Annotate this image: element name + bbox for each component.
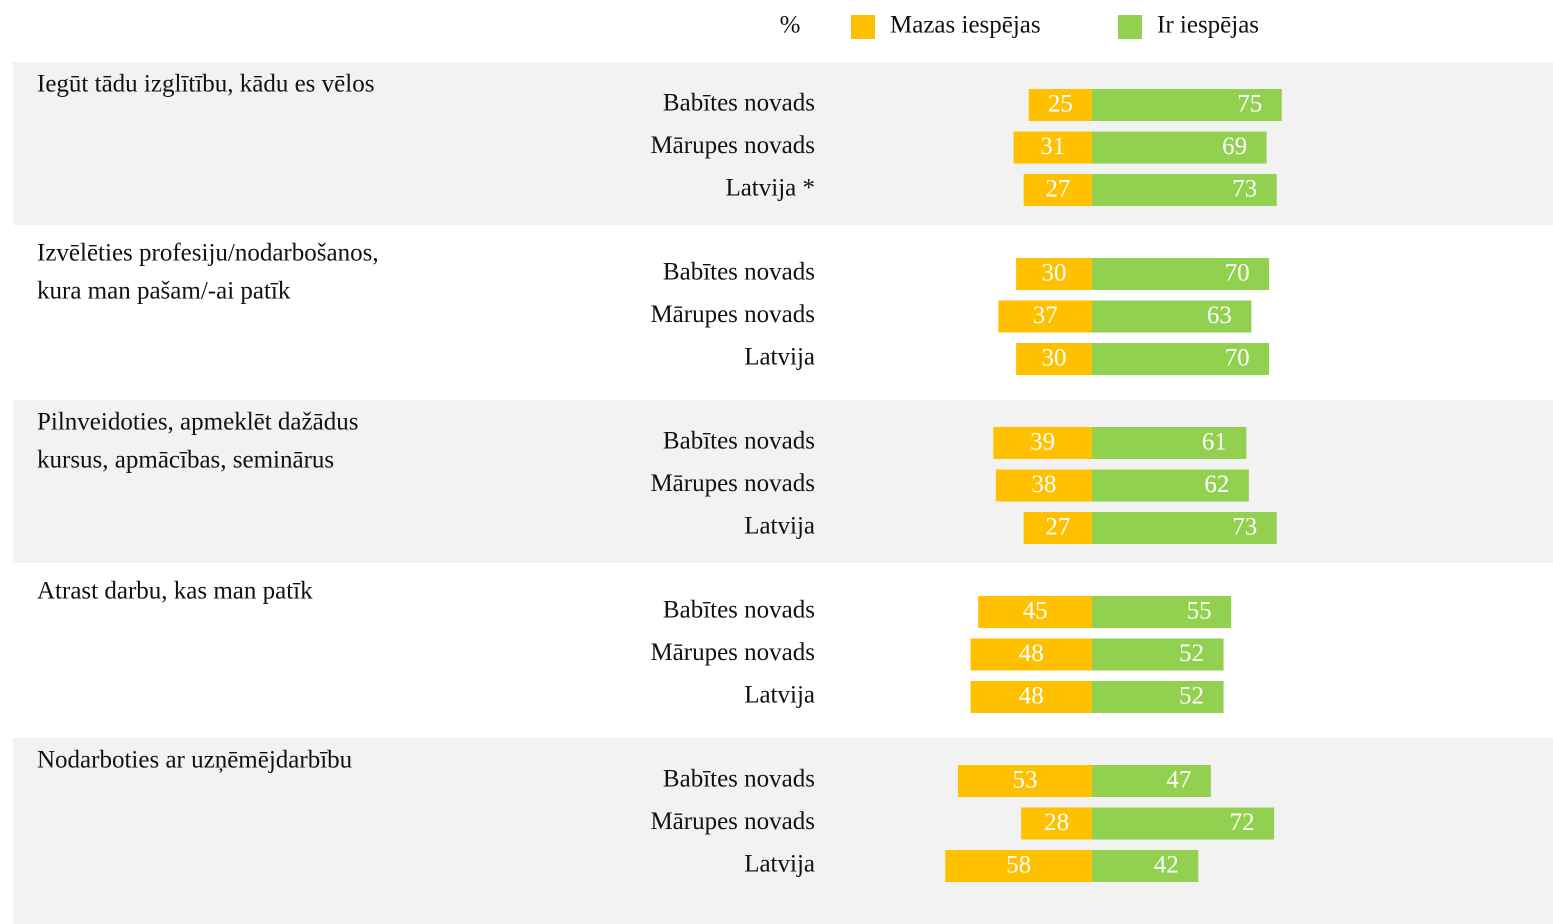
value-label: 53 <box>1012 767 1037 794</box>
bar-high <box>1092 638 1224 671</box>
bar-high <box>1092 300 1252 333</box>
group-title: Iegūt tādu izglītību, kādu es vēlos <box>37 71 374 98</box>
legend-swatch <box>851 15 875 39</box>
category-label: Babītes novads <box>663 766 815 793</box>
bar-high <box>1092 131 1267 164</box>
bar-low <box>978 596 1092 628</box>
bar-high <box>1092 807 1275 840</box>
value-label: 42 <box>1154 852 1179 879</box>
bar-high <box>1092 765 1211 797</box>
category-label: Latvija <box>744 682 815 709</box>
bar-low <box>1016 258 1092 290</box>
bar-low <box>957 765 1092 797</box>
bar-high <box>1092 174 1277 206</box>
value-label: 30 <box>1042 345 1067 372</box>
value-label: 48 <box>1019 640 1044 667</box>
value-label: 72 <box>1230 809 1255 836</box>
value-label: 28 <box>1044 809 1069 836</box>
bar-high <box>1092 469 1249 502</box>
bar-high <box>1092 850 1199 882</box>
bar-low <box>1021 807 1092 840</box>
category-label: Latvija <box>744 851 815 878</box>
category-label: Latvija <box>744 344 815 371</box>
bar-high <box>1092 343 1270 375</box>
category-label: Mārupes novads <box>650 639 815 666</box>
value-label: 70 <box>1225 260 1250 287</box>
value-label: 61 <box>1202 429 1227 456</box>
group-title: kursus, apmācības, seminārus <box>37 447 334 474</box>
value-label: 47 <box>1166 767 1191 794</box>
unit-label: % <box>780 12 801 39</box>
bar-high <box>1092 258 1270 290</box>
group-title: Atrast darbu, kas man patīk <box>37 578 313 605</box>
bar-low <box>998 300 1092 333</box>
value-label: 27 <box>1045 176 1070 203</box>
bar-low <box>970 638 1092 671</box>
legend-label: Mazas iespējas <box>890 12 1041 39</box>
group-title: Izvēlēties profesiju/nodarbošanos, <box>37 240 379 267</box>
category-label: Babītes novads <box>663 259 815 286</box>
panel-bg <box>13 738 1553 924</box>
value-label: 25 <box>1048 91 1073 118</box>
bar-high <box>1092 512 1277 544</box>
value-label: 62 <box>1204 471 1229 498</box>
value-label: 69 <box>1222 133 1247 160</box>
bar-high <box>1092 681 1224 713</box>
value-label: 73 <box>1232 176 1257 203</box>
value-label: 73 <box>1232 514 1257 541</box>
bar-low <box>993 427 1092 459</box>
category-label: Latvija <box>744 513 815 540</box>
value-label: 75 <box>1237 91 1262 118</box>
panel-bg <box>13 62 1553 225</box>
bar-high <box>1092 596 1232 628</box>
value-label: 48 <box>1019 683 1044 710</box>
panels <box>13 62 1553 924</box>
bar-low <box>995 469 1092 502</box>
legend-label: Ir iespējas <box>1157 12 1259 39</box>
bar-high <box>1092 89 1282 121</box>
value-label: 45 <box>1023 598 1048 625</box>
bar-low <box>1023 512 1092 544</box>
value-label: 63 <box>1207 302 1232 329</box>
bar-high <box>1092 427 1247 459</box>
category-label: Latvija * <box>725 175 815 202</box>
value-label: 70 <box>1225 345 1250 372</box>
bar-low <box>1013 131 1092 164</box>
group-title: Nodarboties ar uzņēmējdarbību <box>37 747 353 774</box>
value-label: 52 <box>1179 640 1204 667</box>
category-label: Babītes novads <box>663 90 815 117</box>
value-label: 27 <box>1045 514 1070 541</box>
category-label: Babītes novads <box>663 428 815 455</box>
value-label: 37 <box>1033 302 1058 329</box>
bar-low <box>1023 174 1092 206</box>
bar-low <box>1028 89 1092 121</box>
group-title: kura man pašam/-ai patīk <box>37 278 291 305</box>
group-title: Pilnveidoties, apmeklēt dažādus <box>37 409 358 436</box>
value-label: 58 <box>1006 852 1031 879</box>
bar-low <box>945 850 1092 882</box>
value-label: 55 <box>1187 598 1212 625</box>
value-label: 52 <box>1179 683 1204 710</box>
value-label: 30 <box>1042 260 1067 287</box>
category-label: Mārupes novads <box>650 808 815 835</box>
category-label: Mārupes novads <box>650 470 815 497</box>
value-label: 39 <box>1030 429 1055 456</box>
category-label: Mārupes novads <box>650 132 815 159</box>
panel-bg <box>13 400 1553 563</box>
value-label: 38 <box>1031 471 1056 498</box>
legend-swatch <box>1118 15 1142 39</box>
category-label: Mārupes novads <box>650 301 815 328</box>
category-label: Babītes novads <box>663 597 815 624</box>
bar-low <box>970 681 1092 713</box>
value-label: 31 <box>1040 133 1065 160</box>
bar-low <box>1016 343 1092 375</box>
